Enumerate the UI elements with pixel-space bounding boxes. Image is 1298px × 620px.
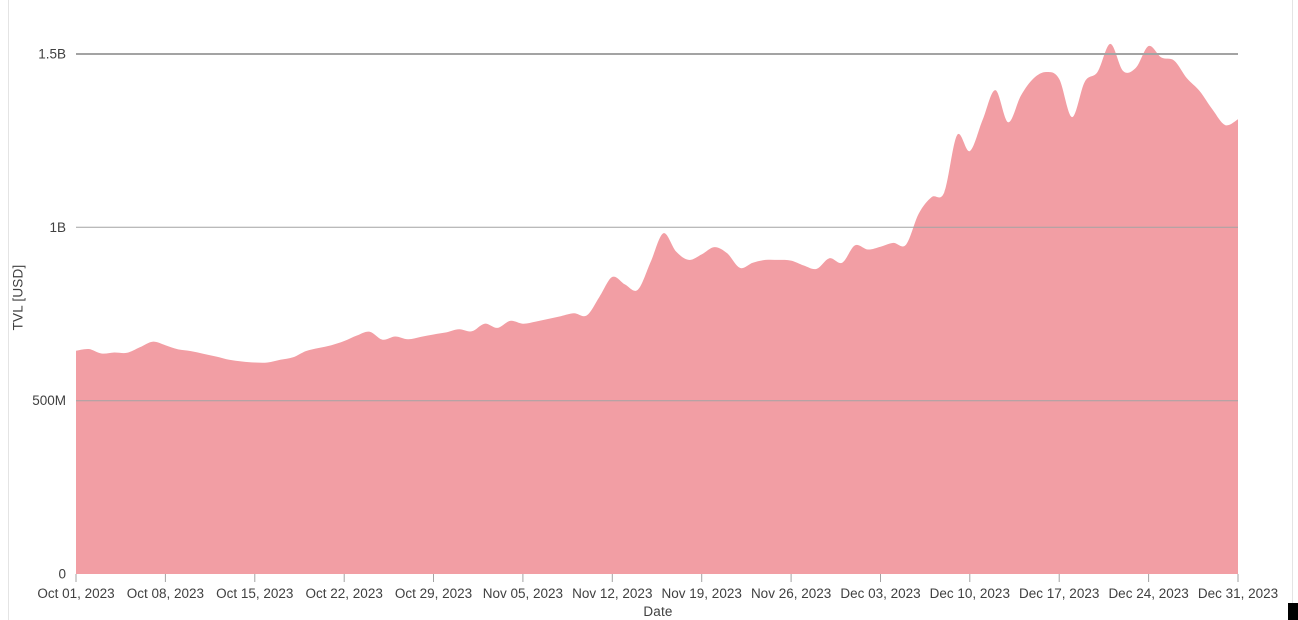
card-left-border [8, 0, 9, 620]
x-axis-title: Date [643, 604, 673, 619]
bottom-right-black-marker [1288, 603, 1298, 620]
y-axis-title: TVL [USD] [10, 264, 26, 331]
x-tick-label: Dec 10, 2023 [930, 586, 1010, 601]
y-tick-label: 500M [32, 393, 66, 408]
x-tick-label: Nov 12, 2023 [572, 586, 652, 601]
tvl-area-series[interactable] [76, 43, 1238, 575]
x-tick-label: Nov 19, 2023 [662, 586, 742, 601]
y-tick-label: 1.5B [38, 47, 66, 62]
x-tick-label: Oct 01, 2023 [37, 586, 114, 601]
x-tick-label: Dec 31, 2023 [1198, 586, 1278, 601]
y-tick-label: 0 [58, 567, 66, 582]
x-tick-label: Oct 08, 2023 [127, 586, 204, 601]
x-tick-label: Oct 29, 2023 [395, 586, 472, 601]
x-tick-label: Dec 24, 2023 [1108, 586, 1188, 601]
y-tick-label: 1B [49, 220, 66, 235]
x-tick-label: Nov 05, 2023 [483, 586, 563, 601]
x-tick-label: Nov 26, 2023 [751, 586, 831, 601]
card-right-border [1292, 0, 1293, 620]
x-tick-label: Oct 22, 2023 [306, 586, 383, 601]
x-tick-label: Dec 03, 2023 [840, 586, 920, 601]
x-tick-label: Dec 17, 2023 [1019, 586, 1099, 601]
x-tick-label: Oct 15, 2023 [216, 586, 293, 601]
